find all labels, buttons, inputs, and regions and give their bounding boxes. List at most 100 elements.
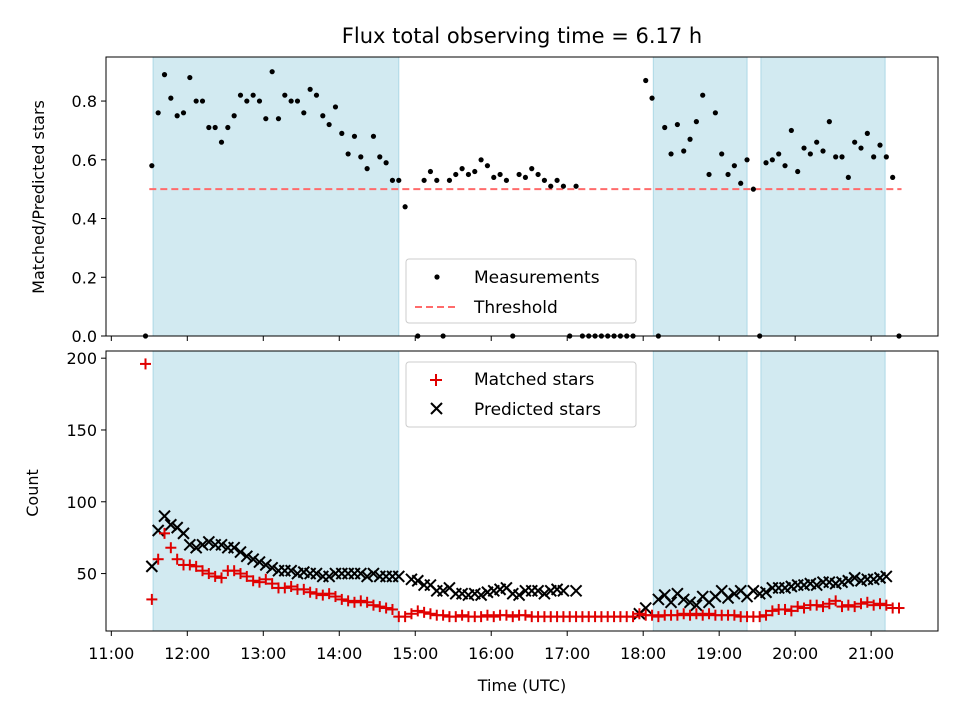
- predicted-point: [683, 596, 697, 609]
- legend-matched-marker: [430, 374, 442, 386]
- measurement-point: [294, 98, 301, 104]
- matched-point: [329, 591, 341, 603]
- measurement-point: [161, 72, 168, 78]
- measurement-point: [687, 136, 693, 142]
- predicted-point: [234, 545, 247, 559]
- x-tick-label: 19:00: [696, 644, 742, 663]
- measurement-point: [402, 204, 408, 210]
- observing-interval-1: [152, 350, 400, 632]
- x-tick-label: 11:00: [88, 644, 134, 663]
- measurement-point: [484, 163, 491, 169]
- top-y-axis: 0.0 0.2 0.4 0.6 0.8: [72, 92, 106, 346]
- matched-point: [830, 595, 842, 607]
- measurement-points: [142, 69, 902, 339]
- matched-point: [684, 609, 696, 621]
- matched-point: [450, 611, 462, 623]
- legend-predicted-marker: [430, 402, 443, 415]
- measurement-point: [364, 166, 370, 172]
- measurement-point: [560, 183, 567, 189]
- legend-threshold-label: Threshold: [473, 298, 558, 318]
- matched-point: [690, 608, 702, 620]
- measurement-point: [744, 157, 750, 163]
- measurement-point: [548, 183, 554, 189]
- bottom-y-label: Count: [23, 469, 42, 517]
- measurement-point: [890, 174, 896, 181]
- measurement-point: [339, 130, 345, 136]
- measurement-point: [820, 148, 826, 154]
- predicted-point: [721, 591, 735, 605]
- predicted-point: [436, 584, 450, 598]
- matched-point: [241, 570, 253, 582]
- x-tick-label: 17:00: [544, 644, 590, 663]
- matched-point: [633, 608, 645, 620]
- y-tick-label: 0.2: [72, 268, 97, 287]
- predicted-stars-points: [145, 509, 893, 620]
- legend-measurements-label: Measurements: [474, 268, 600, 288]
- measurement-point: [826, 119, 832, 125]
- matched-point: [171, 553, 183, 565]
- matched-point: [152, 553, 164, 565]
- measurement-point: [459, 166, 465, 172]
- matched-point: [336, 593, 348, 605]
- measurement-point: [839, 154, 845, 160]
- predicted-point: [531, 584, 545, 598]
- predicted-point: [158, 509, 171, 523]
- matched-point: [678, 608, 690, 620]
- matched-point: [437, 609, 449, 621]
- predicted-point: [189, 541, 203, 554]
- legend-measurements-marker: [434, 274, 440, 280]
- predicted-point: [322, 570, 336, 583]
- measurement-point: [788, 127, 794, 134]
- measurement-point: [421, 177, 427, 183]
- measurement-point: [383, 160, 389, 166]
- matched-point: [247, 575, 259, 587]
- matched-point: [728, 609, 740, 621]
- matched-point: [146, 593, 158, 605]
- x-tick-label: 14:00: [316, 644, 362, 663]
- matched-point: [405, 608, 417, 620]
- measurement-point: [649, 95, 655, 101]
- measurement-point: [288, 98, 294, 104]
- y-tick-label: 0.8: [72, 92, 97, 111]
- predicted-point: [360, 570, 374, 583]
- measurement-point: [301, 110, 307, 116]
- predicted-point: [639, 601, 652, 615]
- matched-point: [456, 609, 468, 621]
- predicted-point: [164, 518, 178, 531]
- matched-point: [760, 609, 772, 621]
- measurement-point: [845, 174, 851, 181]
- matched-point: [342, 595, 354, 607]
- measurement-point: [282, 92, 288, 98]
- measurement-point: [320, 113, 326, 119]
- measurement-point: [218, 139, 225, 145]
- measurement-point: [833, 154, 839, 160]
- measurement-point: [858, 145, 864, 151]
- matched-point: [754, 611, 766, 623]
- x-tick-label: 13:00: [240, 644, 286, 663]
- measurement-point: [313, 92, 320, 98]
- measurement-point: [541, 177, 548, 183]
- matched-point: [893, 602, 905, 614]
- matched-point: [823, 598, 835, 610]
- measurement-point: [795, 168, 801, 175]
- measurement-point: [478, 157, 484, 163]
- measurement-point: [674, 121, 680, 128]
- matched-point: [367, 599, 379, 611]
- matched-point: [874, 598, 886, 610]
- legend-matched-label: Matched stars: [474, 370, 594, 390]
- measurement-point: [763, 160, 769, 166]
- predicted-point: [183, 538, 197, 552]
- x-tick-label: 16:00: [468, 644, 514, 663]
- observing-interval-2: [652, 56, 748, 337]
- y-tick-label: 0.6: [72, 151, 97, 170]
- top-y-label: Matched/Predicted stars: [29, 100, 48, 294]
- matched-point: [779, 603, 791, 615]
- measurement-point: [193, 98, 199, 104]
- measurement-point: [883, 154, 889, 160]
- measurement-point: [573, 183, 579, 189]
- predicted-point: [392, 570, 405, 583]
- measurement-point: [358, 154, 364, 160]
- matched-point: [380, 602, 392, 614]
- matched-stars-points: [140, 358, 905, 623]
- measurement-point: [377, 154, 383, 160]
